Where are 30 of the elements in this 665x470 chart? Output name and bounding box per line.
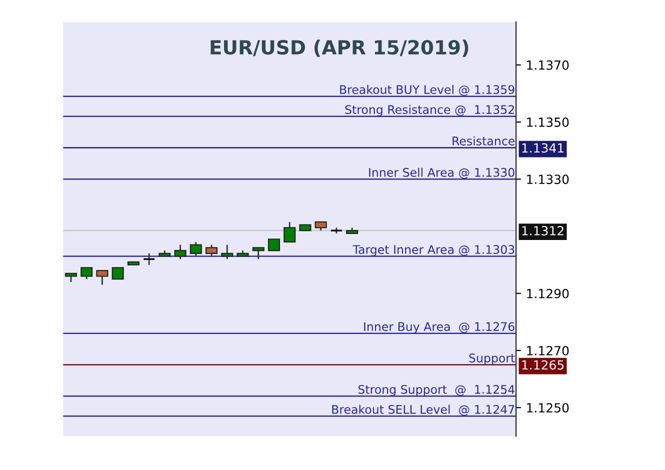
candlestick xyxy=(284,221,296,243)
ref-line-label: Inner Buy Area @ 1.1276 xyxy=(364,322,514,334)
ref-line-label: Resistance xyxy=(452,136,515,146)
candlestick xyxy=(80,266,93,280)
y-tick-label: 1.1270 xyxy=(527,346,569,356)
ref-line-label: Target Inner Area @ 1.1303 xyxy=(352,245,514,256)
candlestick xyxy=(174,244,186,260)
y-tick-label: 1.1250 xyxy=(527,403,569,413)
candlestick xyxy=(142,252,156,266)
ref-line-label: Strong Support @ 1.1254 xyxy=(358,384,514,396)
y-tick-label: 1.1350 xyxy=(527,118,569,127)
ref-line-label: Breakout SELL Level @ 1.1247 xyxy=(332,404,514,416)
candlestick xyxy=(221,244,234,260)
candlestick xyxy=(96,270,108,286)
candlestick xyxy=(112,267,124,280)
candlestick xyxy=(190,241,202,257)
y-tick-label: 1.1290 xyxy=(527,288,569,298)
ref-line-label: Strong Resistance @ 1.1352 xyxy=(345,104,514,116)
candlestick xyxy=(252,246,264,260)
ref-line-label: Inner Sell Area @ 1.1330 xyxy=(369,168,514,179)
ref-line-label: Support xyxy=(469,354,515,365)
ref-line-label: Breakout BUY Level @ 1.1359 xyxy=(340,84,514,96)
text: EUR/USD (APR 15/2019) xyxy=(210,40,468,57)
y2-tick-label: 1.1312 xyxy=(522,226,564,236)
y2-tick-label: 1.1265 xyxy=(522,360,564,370)
y2-tick-label: 1.1341 xyxy=(522,143,564,153)
y-tick-label: 1.1330 xyxy=(527,174,569,184)
candlestick xyxy=(268,238,280,252)
y-tick-label: 1.1370 xyxy=(527,60,569,70)
candlestick xyxy=(206,244,218,257)
